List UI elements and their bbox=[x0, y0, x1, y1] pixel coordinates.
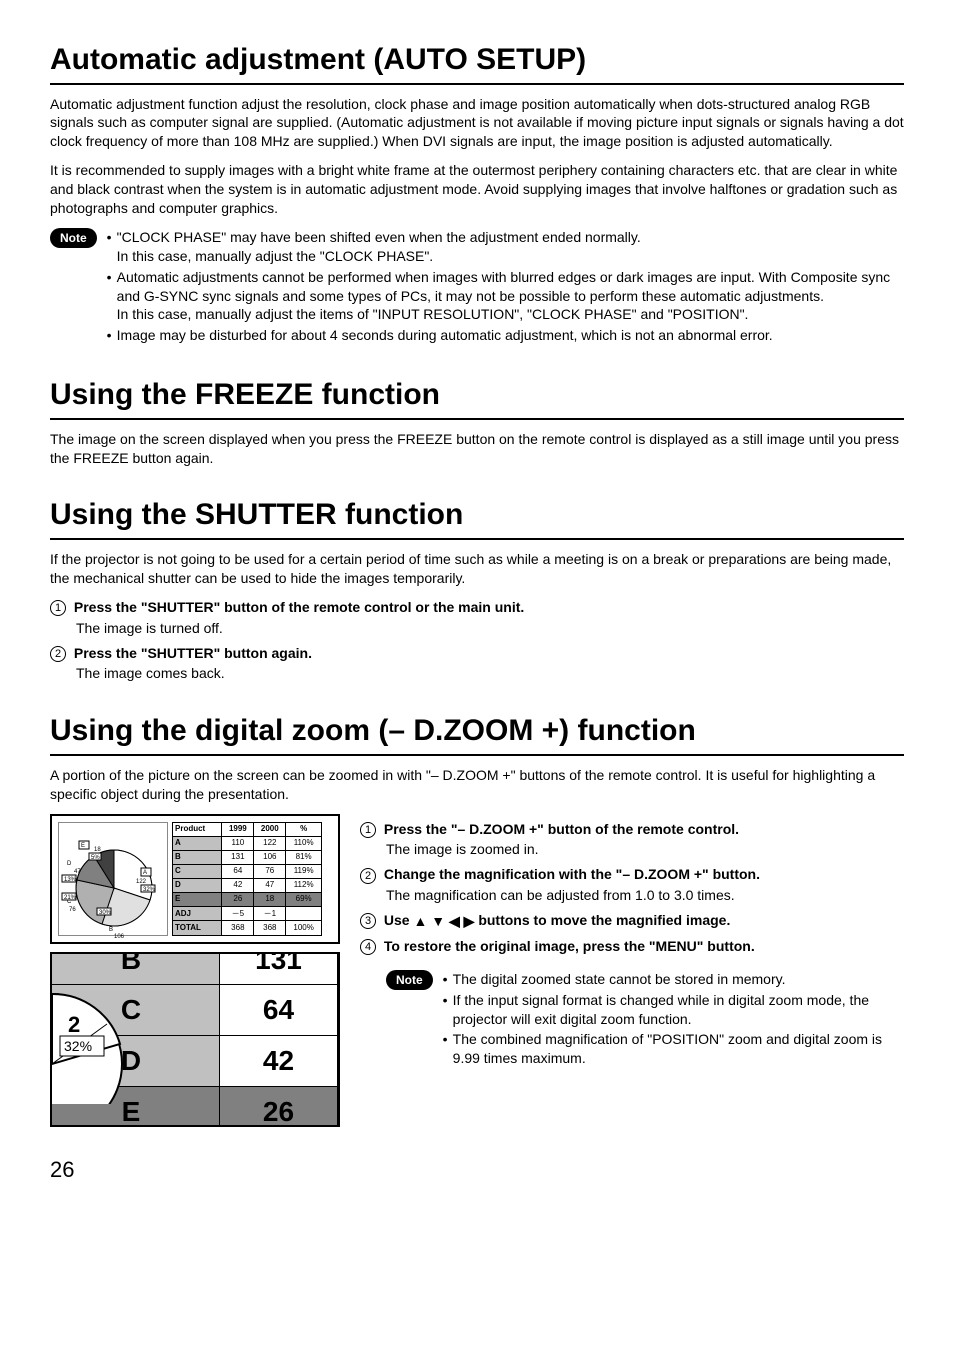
section-freeze: Using the FREEZE function The image on t… bbox=[50, 375, 904, 467]
big-pie-svg: 2 32% bbox=[50, 984, 132, 1104]
dzoom-step1: 1 Press the "– D.ZOOM +" button of the r… bbox=[360, 820, 904, 839]
svg-text:32%: 32% bbox=[143, 887, 156, 893]
svg-text:13%: 13% bbox=[64, 877, 77, 883]
svg-text:106: 106 bbox=[114, 934, 125, 940]
auto-setup-para1: Automatic adjustment function adjust the… bbox=[50, 95, 904, 152]
shutter-step1-sub: The image is turned off. bbox=[76, 619, 904, 638]
heading-auto-setup: Automatic adjustment (AUTO SETUP) bbox=[50, 40, 904, 85]
step-label: Change the magnification with the "– D.Z… bbox=[384, 866, 760, 882]
page-number: 26 bbox=[50, 1155, 904, 1185]
svg-text:B: B bbox=[109, 927, 113, 933]
step-number-icon: 1 bbox=[50, 600, 66, 616]
svg-text:2: 2 bbox=[68, 1012, 80, 1037]
dzoom-note: Note The digital zoomed state cannot be … bbox=[386, 970, 904, 1070]
shutter-step2: 2 Press the "SHUTTER" button again. bbox=[50, 644, 904, 663]
shutter-para: If the projector is not going to be used… bbox=[50, 550, 904, 588]
heading-dzoom: Using the digital zoom (– D.ZOOM +) func… bbox=[50, 711, 904, 756]
svg-text:47: 47 bbox=[74, 869, 81, 875]
step-label: Press the "SHUTTER" button of the remote… bbox=[74, 599, 524, 615]
step-number-icon: 2 bbox=[50, 646, 66, 662]
note-pill: Note bbox=[50, 228, 97, 248]
step-number-icon: 3 bbox=[360, 913, 376, 929]
step-number-icon: 4 bbox=[360, 939, 376, 955]
note-item: "CLOCK PHASE" may have been shifted even… bbox=[107, 228, 904, 266]
pie-svg: A 122 32% B 106 C 76 21% D 47 bbox=[59, 823, 169, 941]
step-label: Press the "SHUTTER" button again. bbox=[74, 645, 312, 661]
dzoom-step2-sub: The magnification can be adjusted from 1… bbox=[386, 886, 904, 905]
mini-table: Product 1999 2000 % A110122110% B1311068… bbox=[172, 822, 322, 936]
svg-text:18: 18 bbox=[94, 847, 101, 853]
note-body: "CLOCK PHASE" may have been shifted even… bbox=[107, 228, 904, 347]
note-pill: Note bbox=[386, 970, 433, 990]
note-text: Automatic adjustments cannot be performe… bbox=[117, 269, 891, 304]
step-label: Press the "– D.ZOOM +" button of the rem… bbox=[384, 821, 739, 837]
note-text: In this case, manually adjust the "CLOCK… bbox=[117, 248, 434, 264]
shutter-step1: 1 Press the "SHUTTER" button of the remo… bbox=[50, 598, 904, 617]
step-number-icon: 2 bbox=[360, 868, 376, 884]
mini-frame: A 122 32% B 106 C 76 21% D 47 bbox=[50, 814, 340, 944]
big-frame: B131 C64 D42 E26 2 32% bbox=[50, 952, 340, 1127]
note-item: Automatic adjustments cannot be performe… bbox=[107, 268, 904, 325]
svg-text:A: A bbox=[143, 870, 147, 876]
arrow-right-icon: ▶ bbox=[464, 912, 475, 931]
dzoom-step4: 4 To restore the original image, press t… bbox=[360, 937, 904, 956]
note-item: Image may be disturbed for about 4 secon… bbox=[107, 326, 904, 345]
section-auto-setup: Automatic adjustment (AUTO SETUP) Automa… bbox=[50, 40, 904, 347]
step-label: To restore the original image, press the… bbox=[384, 938, 755, 954]
svg-text:E: E bbox=[81, 843, 85, 849]
note-text: "CLOCK PHASE" may have been shifted even… bbox=[117, 229, 641, 245]
note-body: The digital zoomed state cannot be store… bbox=[443, 970, 904, 1070]
th: 2000 bbox=[254, 822, 286, 836]
heading-shutter: Using the SHUTTER function bbox=[50, 495, 904, 540]
section-dzoom: Using the digital zoom (– D.ZOOM +) func… bbox=[50, 711, 904, 1126]
th: Product bbox=[173, 822, 222, 836]
dzoom-step2: 2 Change the magnification with the "– D… bbox=[360, 865, 904, 884]
shutter-step2-sub: The image comes back. bbox=[76, 664, 904, 683]
auto-setup-para2: It is recommended to supply images with … bbox=[50, 161, 904, 218]
svg-text:5%: 5% bbox=[91, 855, 100, 861]
dzoom-step1-sub: The image is zoomed in. bbox=[386, 840, 904, 859]
note-text: In this case, manually adjust the items … bbox=[117, 306, 749, 322]
svg-text:76: 76 bbox=[69, 907, 76, 913]
dzoom-illustration: A 122 32% B 106 C 76 21% D 47 bbox=[50, 814, 340, 1127]
th: 1999 bbox=[222, 822, 254, 836]
arrow-up-icon: ▲ bbox=[413, 912, 427, 931]
mini-pie-chart: A 122 32% B 106 C 76 21% D 47 bbox=[58, 822, 168, 936]
note-item: If the input signal format is changed wh… bbox=[443, 991, 904, 1029]
heading-freeze: Using the FREEZE function bbox=[50, 375, 904, 420]
auto-setup-note: Note "CLOCK PHASE" may have been shifted… bbox=[50, 228, 904, 347]
step-label: buttons to move the magnified image. bbox=[478, 912, 730, 928]
freeze-para: The image on the screen displayed when y… bbox=[50, 430, 904, 468]
svg-text:122: 122 bbox=[136, 879, 147, 885]
note-item: The digital zoomed state cannot be store… bbox=[443, 970, 904, 989]
svg-text:D: D bbox=[67, 861, 72, 867]
svg-text:21%: 21% bbox=[64, 895, 77, 901]
step-label: Use bbox=[384, 912, 414, 928]
th: % bbox=[286, 822, 322, 836]
section-shutter: Using the SHUTTER function If the projec… bbox=[50, 495, 904, 683]
svg-text:32%: 32% bbox=[64, 1038, 92, 1054]
dzoom-step3: 3 Use ▲ ▼ ◀ ▶ buttons to move the magnif… bbox=[360, 911, 904, 931]
dzoom-para: A portion of the picture on the screen c… bbox=[50, 766, 904, 804]
svg-text:30%: 30% bbox=[99, 910, 112, 916]
step-number-icon: 1 bbox=[360, 822, 376, 838]
arrow-left-icon: ◀ bbox=[449, 912, 460, 931]
note-item: The combined magnification of "POSITION"… bbox=[443, 1030, 904, 1068]
dzoom-steps: 1 Press the "– D.ZOOM +" button of the r… bbox=[360, 814, 904, 1071]
arrow-down-icon: ▼ bbox=[431, 912, 445, 931]
